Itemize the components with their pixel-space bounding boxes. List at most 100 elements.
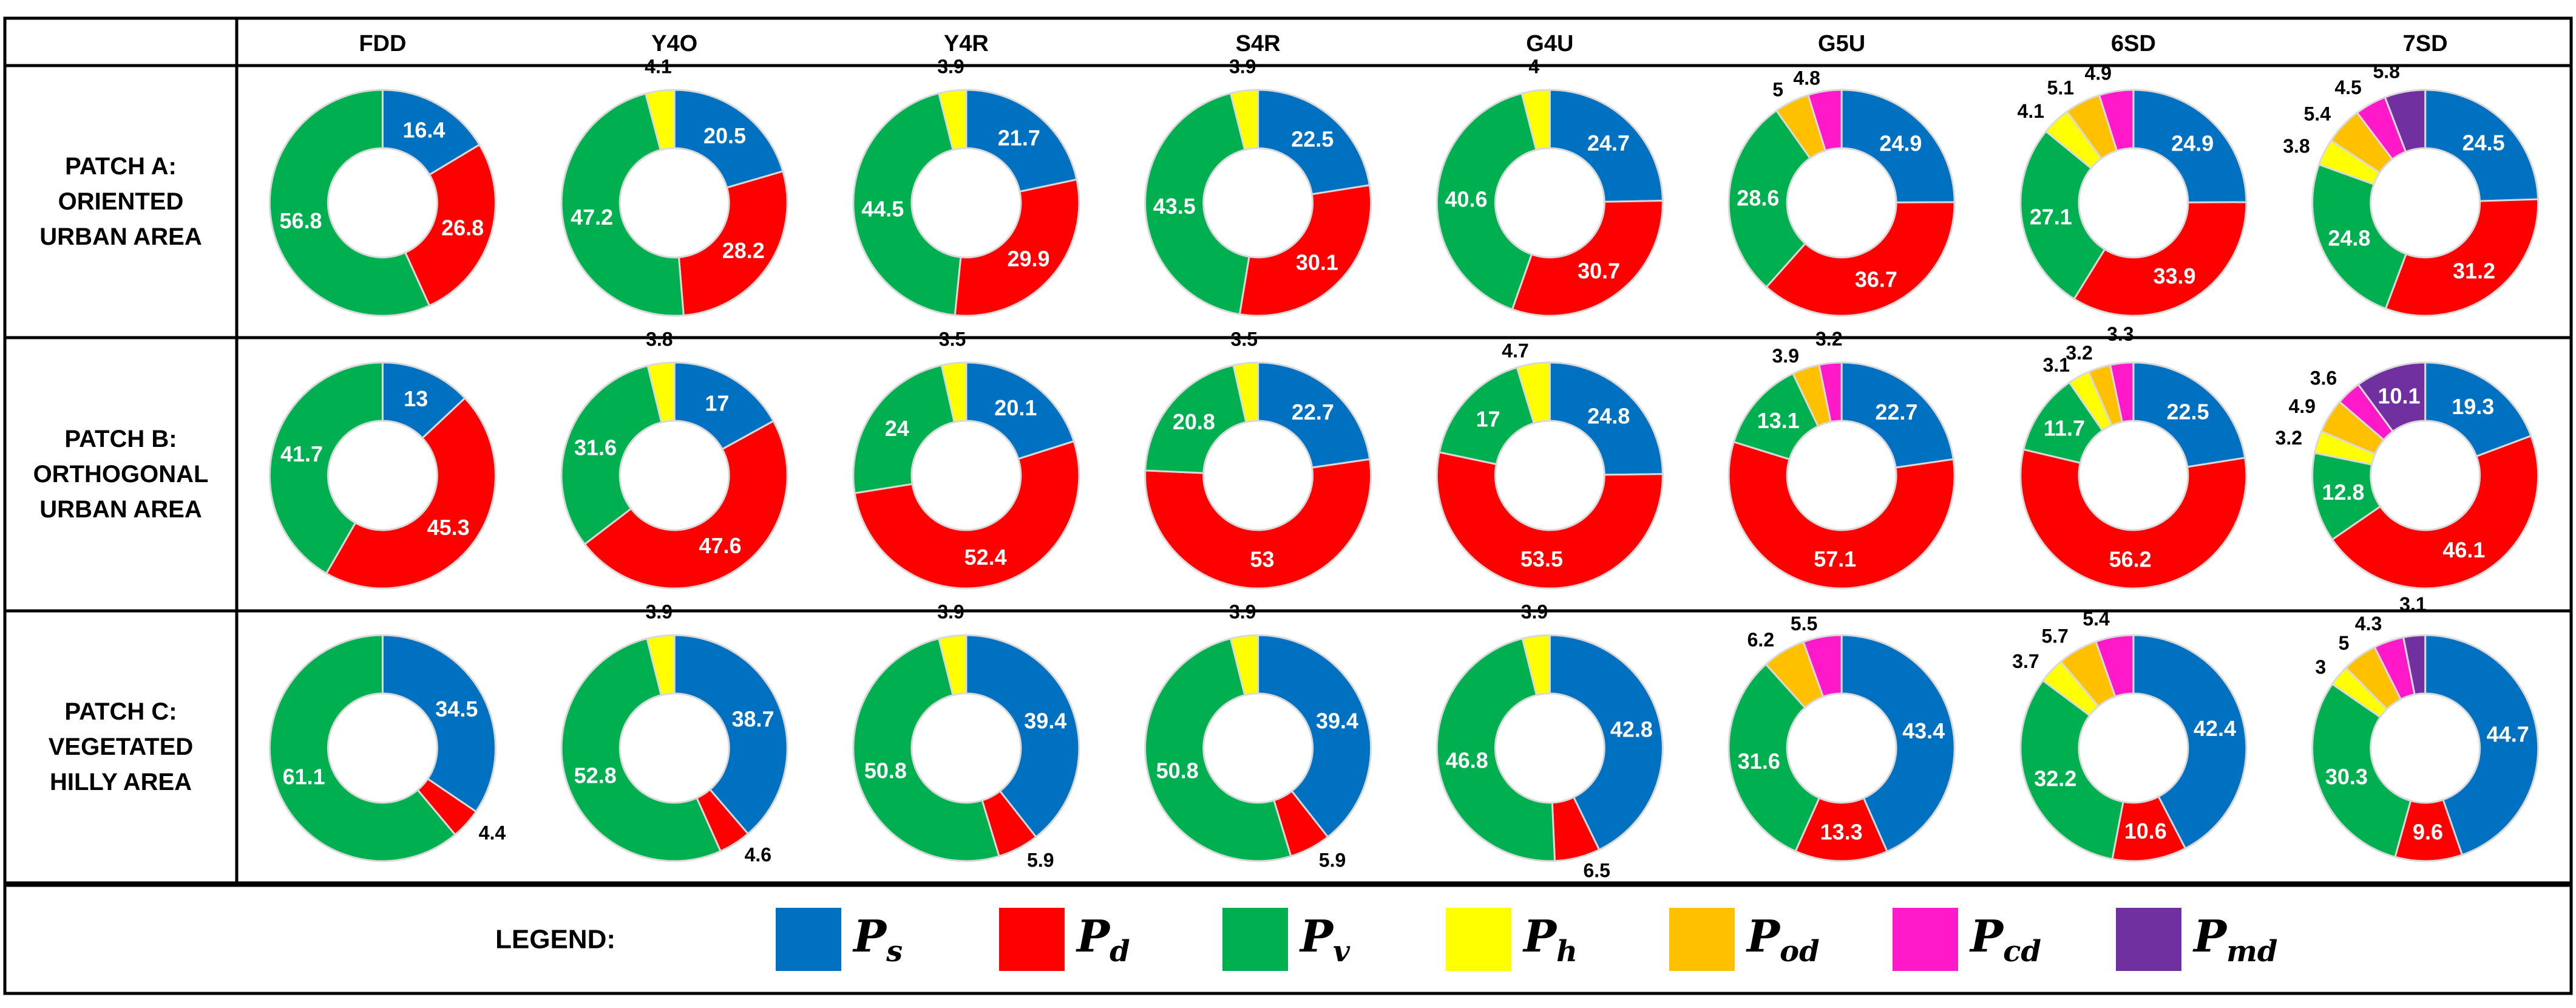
- slice-pd: [954, 178, 1080, 317]
- legend-label-ph: Ph: [1522, 910, 1578, 969]
- data-label-pv: 13.1: [1757, 408, 1800, 433]
- legend-border: [3, 884, 2573, 995]
- data-label-ps: 21.7: [998, 125, 1040, 150]
- data-label-pod: 6.2: [1747, 629, 1774, 651]
- data-label-ps: 38.7: [731, 707, 774, 732]
- data-label-pcd: 5.5: [1791, 613, 1817, 635]
- slice-ph: [937, 89, 968, 151]
- data-label-pmd: 3.1: [2399, 593, 2426, 615]
- donut-fdd-row2: 13 45.3 41.7: [268, 361, 497, 590]
- data-label-pd: 13.3: [1820, 819, 1863, 844]
- slice-pd: [1765, 201, 1956, 317]
- slice-pd: [2331, 434, 2540, 590]
- data-label-pv: 24: [885, 416, 909, 441]
- data-label-pcd: 4.3: [2355, 613, 2382, 635]
- data-label-pv: 47.2: [571, 205, 613, 230]
- data-label-ps: 39.4: [1316, 708, 1358, 733]
- data-label-pd: 29.9: [1007, 247, 1049, 271]
- donut-y4o-row3: 38.7 4.6 52.8 3.9: [560, 601, 788, 866]
- data-label-ps: 42.4: [2194, 716, 2236, 741]
- data-label-pv: 52.8: [574, 763, 617, 788]
- slice-pv: [2019, 679, 2124, 860]
- column-header-y4o: Y4O: [651, 31, 697, 56]
- donut-fdd-row1: 16.4 26.8 56.8: [268, 89, 497, 317]
- slice-pd: [1435, 451, 1664, 590]
- data-label-pd: 53: [1250, 547, 1275, 571]
- data-label-pv: 20.8: [1173, 409, 1215, 434]
- slice-pd: [677, 170, 788, 316]
- legend-swatch-pmd: [2116, 908, 2181, 971]
- data-label-ps: 44.7: [2487, 722, 2529, 747]
- data-label-ps: 20.5: [703, 123, 746, 148]
- slice-pv: [1435, 92, 1537, 311]
- data-label-ph: 4.7: [1502, 339, 1528, 361]
- data-label-pv: 24.8: [2328, 225, 2370, 250]
- donut-y4o-row1: 20.5 28.2 47.2 4.1: [560, 56, 788, 317]
- data-label-pd: 57.1: [1814, 547, 1856, 571]
- data-label-ps: 39.4: [1024, 708, 1066, 733]
- slice-pv: [2311, 163, 2408, 310]
- slice-ph: [1520, 89, 1551, 151]
- data-label-ph: 3.8: [646, 328, 673, 350]
- slice-ps: [1257, 634, 1372, 839]
- data-label-ps: 13: [404, 386, 428, 411]
- slice-ps: [2132, 361, 2246, 468]
- slice-pd: [325, 397, 497, 590]
- data-label-ph: 3: [2315, 656, 2326, 678]
- slice-pcd: [2095, 634, 2135, 698]
- data-label-ph: 3.5: [1231, 328, 1258, 350]
- data-label-pd: 9.6: [2413, 819, 2443, 844]
- data-label-pcd: 3.2: [1815, 328, 1842, 350]
- slice-pd: [2073, 201, 2248, 317]
- row-label-line: ORIENTED: [58, 188, 184, 215]
- data-label-ps: 22.5: [2166, 400, 2209, 424]
- slice-pcd: [1807, 89, 1843, 152]
- slice-pcd: [2098, 89, 2135, 152]
- data-label-ph: 3.5: [939, 328, 966, 350]
- slice-pd: [1238, 184, 1372, 317]
- data-label-ph: 3.1: [2043, 354, 2070, 376]
- data-label-pd: 4.6: [745, 844, 771, 866]
- data-label-pd: 28.2: [722, 238, 765, 263]
- data-label-pv: 44.5: [861, 196, 904, 221]
- donut-y4r-row3: 39.4 5.9 50.8 3.9: [852, 601, 1080, 871]
- slice-ps: [381, 89, 481, 176]
- data-label-ps: 16.4: [402, 117, 445, 142]
- donut-g5u-row3: 43.4 13.3 31.6 6.2 5.5: [1727, 613, 1956, 862]
- slice-ps: [965, 89, 1078, 193]
- slice-pv: [1144, 364, 1247, 474]
- slice-pd: [2384, 198, 2540, 317]
- data-label-pd: 52.4: [964, 545, 1007, 570]
- data-label-pd: 45.3: [427, 515, 470, 540]
- slice-ph: [940, 361, 968, 423]
- slice-pv: [268, 361, 384, 575]
- table-grid: [3, 16, 2573, 995]
- legend-label-ps: Ps: [852, 910, 903, 969]
- slice-pcd: [1818, 361, 1843, 423]
- data-label-pv: 41.7: [280, 441, 323, 466]
- slice-pv: [852, 637, 1000, 862]
- legend-swatch-pod: [1669, 908, 1735, 971]
- slice-pv: [1727, 109, 1812, 288]
- data-label-pd: 53.5: [1520, 547, 1563, 571]
- slice-ps: [965, 361, 1076, 460]
- donut-s4r-row1: 22.5 30.1 43.5 3.9: [1144, 56, 1372, 317]
- data-label-pod: 3.9: [1772, 345, 1799, 367]
- column-header-6sd: 6SD: [2111, 31, 2156, 56]
- donut-g5u-row2: 22.7 57.1 13.1 3.9 3.2: [1727, 328, 1956, 590]
- data-label-ps: 17: [705, 391, 729, 416]
- slice-pd: [853, 440, 1080, 590]
- slice-ps: [1548, 634, 1664, 851]
- legend-label-pv: Pv: [1299, 910, 1351, 969]
- column-header-y4r: Y4R: [944, 31, 989, 56]
- slice-ph: [1521, 634, 1551, 696]
- data-label-pcd: 4.9: [2084, 62, 2111, 84]
- slice-pv: [560, 637, 722, 862]
- data-label-pv: 30.3: [2325, 765, 2368, 789]
- data-label-pv: 56.8: [279, 208, 322, 233]
- slice-pv: [852, 364, 956, 494]
- data-label-pv: 50.8: [1156, 758, 1199, 783]
- data-label-ps: 43.4: [1902, 718, 1945, 743]
- donut-7sd-row1: 24.5 31.2 24.8 3.8 5.44.5 5.8: [2283, 60, 2540, 317]
- row-label-line: VEGETATED: [49, 734, 194, 760]
